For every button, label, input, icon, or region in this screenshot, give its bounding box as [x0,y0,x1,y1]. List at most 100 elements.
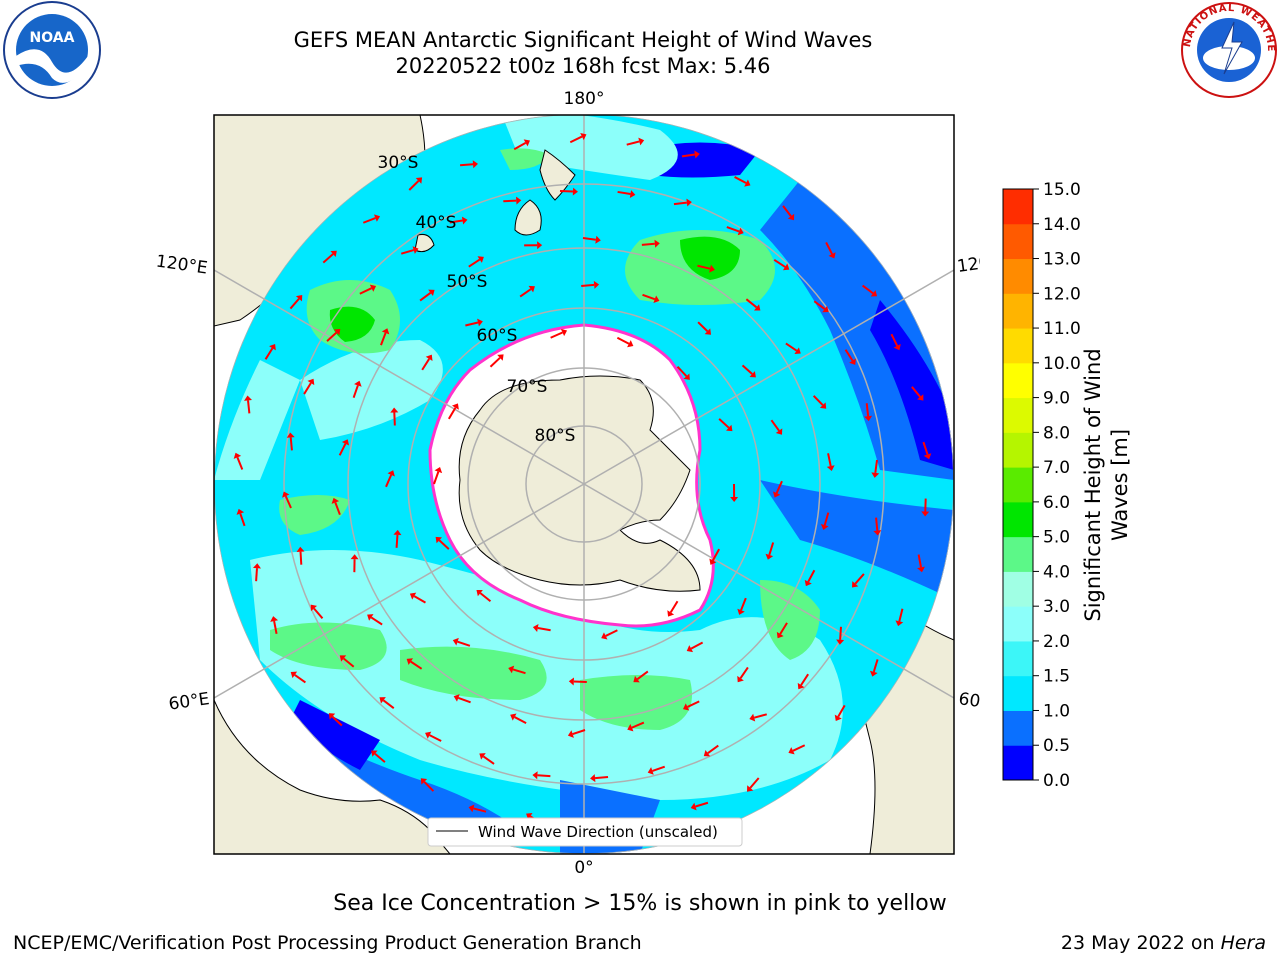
wave-direction-arrow [423,781,435,792]
noaa-logo-text: NOAA [30,30,75,46]
wave-direction-arrow [322,253,334,264]
wave-direction-arrowhead [425,354,433,362]
colorbar-tick-label: 13.0 [1043,250,1081,270]
wave-direction-arrowhead [653,295,660,304]
wave-direction-arrow [823,512,830,526]
wave-direction-arrowhead [834,714,842,721]
wave-direction-arrowhead [572,187,578,196]
wave-direction-arrow [917,554,923,568]
graticule-meridians [214,115,954,854]
wave-direction-arrow [768,542,775,556]
wave-direction-arrowhead [730,496,739,502]
wave-direction-arrow [898,608,904,622]
parallel-label-50s: 50°S [447,272,488,292]
wave-direction-arrowhead [560,328,568,337]
wave-direction-arrow [636,670,649,680]
wave-direction-arrow [569,135,583,144]
map-legend: Wind Wave Direction (unscaled) [427,817,743,847]
wave-direction-arrow [458,696,471,704]
wave-direction-arrow [687,700,700,708]
colorbar-swatches [1003,189,1033,781]
wave-direction-arrow [419,292,432,302]
wave-direction-arrowhead [354,380,362,387]
wave-direction-arrow [255,568,258,582]
wave-direction-arrow [890,333,899,347]
wave-direction-arrow [782,205,792,217]
wave-direction-arrow [581,283,595,288]
wave-direction-arrow [438,539,450,550]
parallel-label-40s: 40°S [416,213,457,233]
wave-direction-arrowhead [822,305,829,313]
wave-direction-arrowhead [690,802,697,811]
wave-direction-arrowhead [296,546,305,552]
wave-direction-arrow [519,288,532,298]
wave-direction-arrowhead [787,213,795,221]
wave-direction-arrow [753,713,768,719]
wave-direction-arrowhead [797,682,805,690]
wave-direction-arrow [449,219,463,224]
meridian-label-60e: 60°E [167,689,210,714]
wave-direction-arrow [697,321,709,332]
wave-direction-arrow [559,189,574,193]
wave-direction-arrow [594,776,609,780]
colorbar-swatch [1003,501,1033,538]
wave-direction-arrow [284,495,292,509]
wave-direction-arrow [652,765,666,772]
wave-direction-arrowhead [737,227,744,236]
wave-direction-arrowhead [373,214,381,222]
wave-direction-arrow [605,629,618,637]
colorbar-swatch [1003,328,1033,364]
wave-direction-arrow [726,226,740,233]
wave-direction-arrowhead [252,563,261,569]
wave-direction-arrowhead [849,358,856,365]
wave-direction-arrowhead [595,235,601,244]
wave-direction-arrowhead [532,624,539,632]
wave-direction-arrow [844,349,854,362]
colorbar-label: Significant Height of Wind Waves [m] [1081,348,1132,621]
wave-direction-arrow [861,284,874,295]
wave-direction-arrowhead [826,465,835,471]
wave-direction-arrowhead [236,508,245,515]
wave-direction-arrow [239,513,246,527]
wave-direction-arrowhead [412,246,419,254]
wave-direction-arrow [865,403,870,417]
wave-direction-arrow [331,715,343,727]
colorbar-tick-label: 7.0 [1043,458,1070,478]
parallel-label-70s: 70°S [507,377,548,397]
wave-direction-arrowhead [516,196,522,205]
wave-direction-arrow [514,716,527,724]
wave-direction-arrow [513,142,527,151]
wave-direction-arrow [697,264,711,270]
wave-direction-arrowhead [917,566,925,573]
wave-direction-arrow [264,347,274,360]
wave-direction-arrowhead [775,428,783,435]
wave-direction-arrow [770,419,780,432]
sea-ice-note: Sea Ice Concentration > 15% is shown in … [333,891,947,916]
wave-direction-arrowhead [647,767,654,775]
wave-direction-arrow [380,332,387,346]
colorbar-swatch [1003,397,1033,433]
colorbar-swatch [1003,362,1033,399]
wave-direction-arrow [741,364,753,375]
colorbar-tick-label: 8.0 [1043,423,1070,443]
wave-direction-arrowhead [726,424,733,432]
wave-direction-arrowhead [310,604,318,612]
wave-direction-arrow [473,807,487,813]
wave-direction-arrow [512,668,526,675]
wave-direction-arrowhead [269,344,276,351]
wave-direction-arrow [503,199,517,203]
wave-direction-arrow [299,551,303,565]
wave-direction-arrowhead [434,467,443,474]
wave-direction-arrow [289,437,293,451]
wave-direction-arrowhead [749,713,756,722]
credit-host: Hera [1220,932,1266,954]
wave-direction-arrowhead [633,675,640,683]
colorbar-tick-label: 0.5 [1043,736,1070,756]
colorbar-tick-label: 5.0 [1043,528,1070,548]
wave-direction-arrow [785,342,798,352]
colorbar-swatch [1003,675,1033,711]
wave-direction-arrowhead [497,354,504,361]
wave-direction-arrow [289,298,300,310]
legend-label: Wind Wave Direction (unscaled) [478,823,718,841]
wave-direction-arrow [352,385,359,399]
